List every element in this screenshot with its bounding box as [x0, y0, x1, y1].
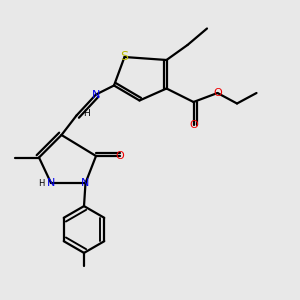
Text: O: O — [213, 88, 222, 98]
Text: O: O — [116, 151, 124, 161]
Text: S: S — [121, 50, 128, 64]
Text: O: O — [189, 119, 198, 130]
Text: N: N — [92, 89, 100, 100]
Text: H: H — [38, 178, 45, 188]
Text: N: N — [81, 178, 90, 188]
Text: H: H — [84, 110, 90, 118]
Text: N: N — [47, 178, 55, 188]
